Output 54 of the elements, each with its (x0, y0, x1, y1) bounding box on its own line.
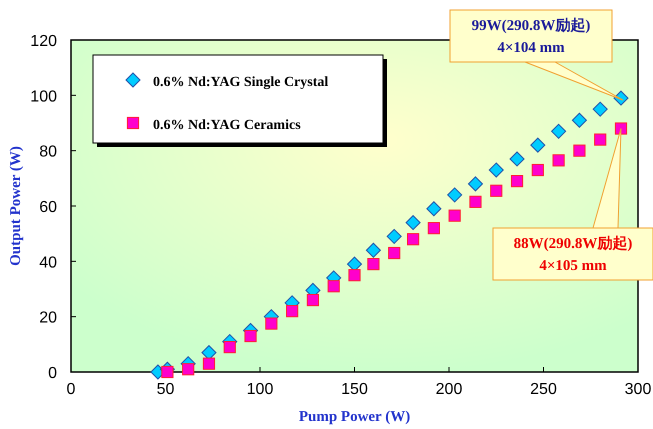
legend-label: 0.6% Nd:YAG Ceramics (153, 118, 302, 133)
point (594, 134, 606, 146)
point (406, 233, 420, 246)
y-tick-label: 20 (39, 310, 58, 327)
point (386, 228, 402, 244)
point (265, 317, 278, 330)
point (202, 358, 216, 370)
point (530, 138, 546, 153)
point (510, 175, 524, 188)
point (488, 162, 504, 178)
point (244, 330, 257, 342)
y-tick-label: 120 (30, 33, 58, 50)
y-axis-title: Output Power (W) (8, 146, 24, 266)
y-tick-label: 40 (39, 254, 58, 272)
point (367, 258, 380, 270)
point (406, 215, 421, 230)
y-tick-label: 80 (39, 144, 58, 161)
legend-label: 0.6% Nd:YAG Single Crystal (153, 75, 328, 90)
annotation: 99W(290.8W励起) 4×104 mm (472, 17, 590, 56)
point (468, 176, 483, 192)
x-tick-label: 0 (66, 381, 76, 398)
point (552, 154, 565, 166)
x-axis-title: Pump Power (W) (298, 409, 410, 425)
x-tick-label: 100 (246, 381, 274, 398)
annotation: 88W(290.8W励起) 4×105 mm (514, 235, 632, 274)
point (306, 294, 320, 306)
point (447, 187, 462, 202)
point (490, 184, 502, 197)
point (366, 242, 381, 258)
point (573, 144, 586, 157)
point (551, 124, 566, 139)
point (428, 222, 440, 234)
point (286, 305, 298, 318)
point (572, 112, 587, 128)
point (328, 280, 340, 292)
point (592, 102, 608, 117)
point (448, 210, 461, 222)
x-tick-label: 50 (156, 381, 174, 398)
point (224, 341, 236, 354)
point (426, 201, 442, 216)
point (182, 363, 194, 376)
y-tick-label: 60 (39, 199, 58, 216)
point (532, 164, 544, 176)
point (510, 151, 525, 166)
x-tick-label: 300 (624, 381, 652, 398)
point (388, 246, 400, 260)
x-tick-label: 250 (530, 381, 557, 398)
y-tick-label: 0 (48, 365, 58, 382)
x-tick-label: 150 (341, 381, 368, 398)
point (469, 196, 482, 208)
y-tick-label: 100 (30, 88, 58, 106)
point (161, 366, 174, 378)
x-tick-label: 200 (436, 381, 462, 398)
point (348, 269, 361, 282)
